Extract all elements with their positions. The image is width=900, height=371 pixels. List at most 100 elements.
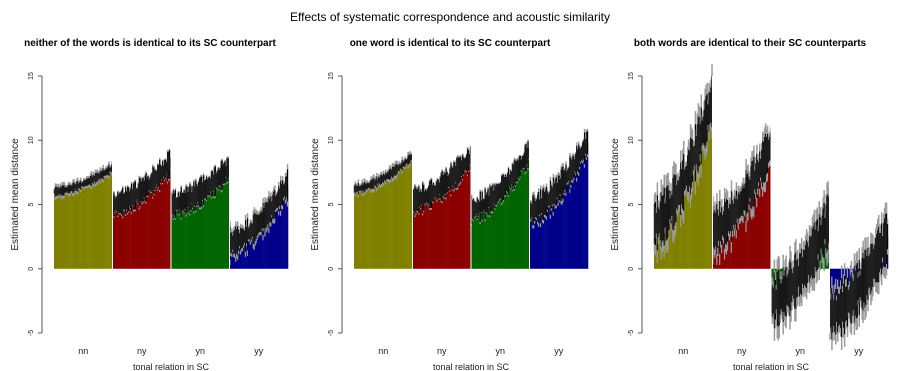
x-category-label: ny [737,346,747,356]
bar [509,180,511,269]
bar [136,194,139,269]
bar [248,233,250,269]
bar [775,268,778,300]
bar [107,170,109,269]
bar [214,181,217,269]
bar [461,168,463,269]
bar [718,228,720,269]
bar [354,189,357,269]
bar [180,202,183,269]
bar [442,185,444,269]
bar [267,213,269,269]
bar [258,223,261,269]
bar [151,182,153,269]
bar [544,203,546,269]
bar [381,179,383,269]
bar [116,203,118,269]
bar [769,148,771,269]
bar [434,191,437,269]
bar [707,114,709,269]
x-category-label: yy [554,346,564,356]
bar [687,173,689,269]
bar [398,167,401,269]
bar [552,194,555,269]
bar [275,202,277,269]
bar [682,184,684,269]
bar [548,199,550,269]
bar [177,203,180,269]
bar [60,190,63,269]
y-tick-label: 10 [328,136,335,144]
bar [198,193,200,269]
bar [188,199,190,269]
y-tick-label: -5 [28,330,35,336]
bar [54,191,57,269]
bar [134,195,137,269]
bar [540,206,542,269]
bar [378,180,380,269]
bar [534,209,536,269]
bar [91,180,93,269]
bar [677,194,679,269]
bar [172,204,175,269]
bar [83,183,85,269]
bar [524,159,526,269]
bar [80,185,82,269]
bar [165,168,167,269]
bar [824,228,826,269]
bar [514,172,517,269]
bar [723,224,725,269]
bar [156,177,158,269]
bar [383,178,385,269]
bar [135,194,138,269]
bar [143,189,145,269]
bar [187,199,189,269]
bar [487,201,489,269]
bar [396,168,399,269]
bar [709,108,711,269]
bar [376,181,378,269]
y-tick-label: 0 [628,267,635,271]
bar [568,174,570,269]
x-category-label: yy [254,346,264,356]
bar [112,204,114,269]
bar [85,182,87,269]
bar [280,195,282,269]
bar [241,238,243,269]
bar [756,176,758,269]
bar [126,200,128,269]
bar [401,165,404,269]
bar [511,176,514,269]
bar [547,200,549,269]
bar [138,192,141,269]
bar [744,197,746,269]
bar [420,198,422,269]
bar [118,203,120,269]
bar [748,190,750,269]
bar [377,181,379,269]
bar [670,207,672,269]
bar [485,203,487,269]
bar [516,170,519,269]
bar [412,200,414,269]
bar [587,142,589,269]
bar [75,186,77,269]
plot-area: -5 0 5 10 15 Estimated mean distance nn ny yn yy t… [610,64,889,371]
bar [90,180,92,269]
bar [701,133,704,269]
bar [556,190,559,269]
bar [391,173,393,269]
bar [108,170,110,269]
bar [100,175,103,269]
bar [689,168,691,269]
bar [758,172,760,269]
bar [93,178,96,269]
bar [179,202,182,269]
bar [92,179,94,269]
bar [425,196,427,269]
bar [211,183,214,269]
bar [429,194,431,269]
bar [492,197,494,269]
bar [192,197,194,269]
bar [431,193,433,269]
